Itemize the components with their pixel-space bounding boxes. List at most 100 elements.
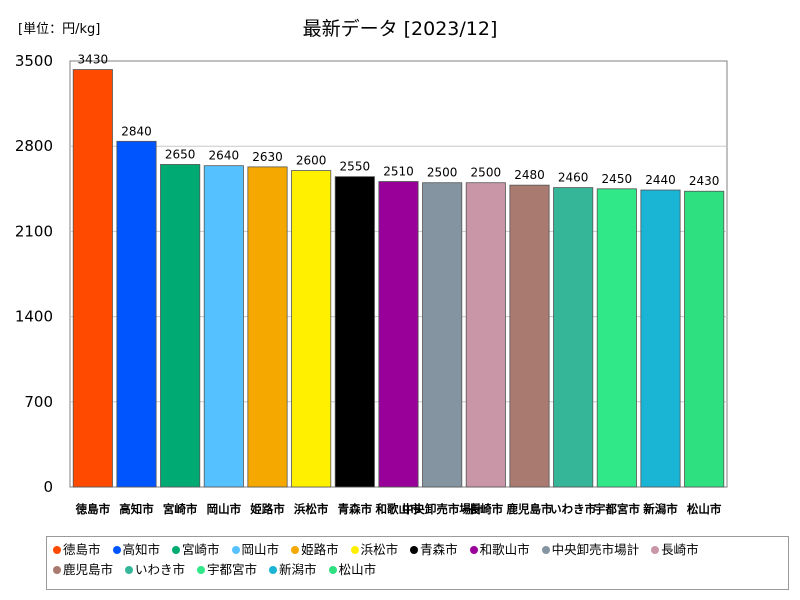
legend-item: 和歌山市: [469, 540, 530, 560]
y-tick-label: 2100: [15, 222, 53, 240]
x-tick-label: 浜松市: [294, 502, 329, 516]
y-tick-label: 0: [43, 478, 53, 496]
legend-label: 岡山市: [241, 542, 280, 557]
legend-swatch: [328, 566, 337, 574]
bar: [422, 182, 463, 488]
value-label: 2440: [645, 173, 676, 187]
legend-swatch: [112, 546, 121, 554]
legend-label: 松山市: [338, 562, 377, 577]
legend-swatch: [53, 546, 61, 554]
legend-item: 姫路市: [291, 540, 339, 560]
bar: [684, 190, 725, 488]
legend-label: 和歌山市: [479, 542, 530, 557]
bar: [334, 176, 375, 488]
bar-chart: 3430 2840 2650 2640 2630 2600 2550 2510 2500 2500…: [15, 52, 728, 516]
legend-swatch: [410, 546, 419, 554]
legend-label: 長崎市: [661, 542, 699, 557]
legend-item: いわき市: [125, 560, 185, 580]
value-label: 2510: [383, 164, 414, 178]
legend-item: 鹿児島市: [53, 560, 113, 580]
x-tick-label: いわき市: [550, 502, 596, 516]
legend-label: 鹿児島市: [63, 562, 114, 577]
unit-label: [単位：円/kg]: [18, 22, 101, 37]
legend-swatch: [651, 546, 660, 554]
bar: [378, 181, 419, 488]
value-label: 2630: [252, 150, 283, 164]
legend-label: 姫路市: [301, 542, 339, 557]
value-label: 2480: [514, 168, 545, 182]
legend-label: 中央卸売市場計: [551, 542, 640, 557]
legend-swatch: [469, 546, 478, 554]
bar: [465, 182, 506, 488]
x-tick-label: 高知市: [119, 502, 154, 516]
value-label: 3430: [78, 53, 109, 67]
value-label: 2650: [165, 147, 196, 161]
legend-swatch: [231, 546, 240, 554]
x-tick-label: 新潟市: [643, 502, 678, 516]
bar: [509, 184, 550, 488]
legend-label: 浜松市: [360, 542, 399, 557]
legend-swatch: [125, 566, 134, 574]
legend-swatch: [350, 546, 359, 554]
value-label: 2550: [340, 160, 371, 174]
legend-label: 青森市: [420, 542, 458, 557]
legend-item: 長崎市: [651, 540, 699, 560]
legend-swatch: [53, 566, 61, 574]
legend-swatch: [291, 546, 300, 554]
y-tick-label: 2800: [15, 137, 53, 155]
chart-title: 最新データ [2023/12]: [302, 18, 498, 40]
x-tick-label: 鹿児島市: [507, 502, 553, 516]
legend: 徳島市 高知市 宮崎市 岡山市 姫路市 浜松市 青森市 和歌山市 中央卸売市場計 長崎市鹿児島市 い…: [46, 536, 789, 590]
legend-item: 中央卸売市場計: [541, 540, 640, 560]
legend-item: 宇都宮市: [197, 560, 257, 580]
value-labels: 3430 2840 2650 2640 2630 2600 2550 2510 2500 2500…: [78, 53, 720, 189]
bar: [596, 188, 637, 488]
legend-item: 青森市: [410, 540, 458, 560]
value-label: 2460: [558, 171, 589, 185]
legend-label: 徳島市: [63, 542, 101, 557]
legend-item: 浜松市: [350, 540, 399, 560]
legend-label: 高知市: [122, 542, 161, 557]
legend-label: 新潟市: [279, 562, 317, 577]
bars: [72, 69, 725, 488]
legend-label: 宮崎市: [182, 542, 220, 557]
value-label: 2500: [471, 166, 502, 180]
value-label: 2840: [121, 124, 152, 138]
bar: [247, 166, 288, 488]
x-tick-label: 徳島市: [75, 502, 111, 516]
bar: [72, 69, 113, 488]
x-tick-label: 宮崎市: [163, 502, 198, 516]
legend-swatch: [269, 566, 278, 574]
value-label: 2640: [209, 149, 240, 163]
legend-item: 新潟市: [269, 560, 317, 580]
legend-item: 徳島市: [53, 540, 101, 560]
bar: [291, 170, 332, 488]
x-tick-label: 青森市: [338, 502, 373, 516]
x-tick-label: 松山市: [687, 502, 722, 516]
legend-item: 宮崎市: [172, 540, 220, 560]
x-tick-label: 長崎市: [469, 502, 504, 516]
y-axis-ticks: 0 700 1400 2100 2800 3500: [15, 52, 53, 496]
legend-label: 宇都宮市: [207, 562, 258, 577]
y-tick-label: 700: [24, 393, 53, 411]
legend-item: 高知市: [112, 540, 161, 560]
bar: [203, 165, 244, 488]
legend-label: いわき市: [135, 562, 186, 577]
bar: [116, 140, 157, 488]
value-label: 2430: [689, 174, 720, 188]
value-label: 2500: [427, 166, 458, 180]
bar: [160, 164, 201, 488]
x-tick-label: 姫路市: [250, 502, 285, 516]
legend-swatch: [197, 566, 206, 574]
y-tick-label: 1400: [15, 308, 53, 326]
legend-swatch: [172, 546, 181, 554]
bar: [553, 187, 594, 488]
x-tick-label: 中央卸売市場計: [402, 502, 483, 516]
legend-swatch: [541, 546, 550, 554]
x-tick-label: 宇都宮市: [594, 502, 640, 516]
bar: [640, 189, 681, 488]
value-label: 2600: [296, 154, 327, 168]
x-tick-label: 和歌山市: [376, 502, 422, 516]
legend-item: 岡山市: [231, 540, 280, 560]
